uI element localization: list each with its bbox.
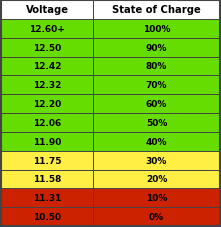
Bar	[93, 76, 220, 95]
Bar	[93, 132, 220, 151]
Bar	[1, 20, 93, 39]
Text: 12.60+: 12.60+	[29, 25, 65, 34]
Text: 10%: 10%	[146, 193, 167, 202]
Text: 70%: 70%	[146, 81, 167, 90]
Bar	[1, 76, 93, 95]
Bar	[1, 114, 93, 132]
Text: 10.50: 10.50	[33, 212, 61, 221]
Text: Voltage: Voltage	[25, 5, 69, 15]
Text: 50%: 50%	[146, 118, 167, 127]
Bar	[1, 207, 93, 226]
Bar	[1, 39, 93, 57]
Bar	[93, 170, 220, 188]
Text: 40%: 40%	[146, 137, 167, 146]
Bar	[93, 114, 220, 132]
Bar	[1, 151, 93, 170]
Bar	[93, 188, 220, 207]
Bar	[1, 57, 93, 76]
Text: 11.75: 11.75	[33, 156, 61, 165]
Bar	[93, 1, 220, 20]
Bar	[93, 151, 220, 170]
Text: 80%: 80%	[146, 62, 167, 71]
Bar	[93, 207, 220, 226]
Text: 0%: 0%	[149, 212, 164, 221]
Text: 12.20: 12.20	[33, 100, 61, 109]
Text: 12.06: 12.06	[33, 118, 61, 127]
Text: 90%: 90%	[146, 43, 167, 52]
Text: 60%: 60%	[146, 100, 167, 109]
Text: State of Charge: State of Charge	[112, 5, 201, 15]
Bar	[93, 39, 220, 57]
Bar	[1, 95, 93, 114]
Text: 20%: 20%	[146, 175, 167, 184]
Text: 12.42: 12.42	[33, 62, 61, 71]
Text: 100%: 100%	[143, 25, 170, 34]
Text: 30%: 30%	[146, 156, 167, 165]
Bar	[93, 20, 220, 39]
Text: 12.50: 12.50	[33, 43, 61, 52]
Bar	[93, 95, 220, 114]
Bar	[1, 132, 93, 151]
Text: 12.32: 12.32	[33, 81, 61, 90]
Bar	[93, 57, 220, 76]
Text: 11.90: 11.90	[33, 137, 61, 146]
Bar	[1, 170, 93, 188]
Bar	[1, 1, 93, 20]
Text: 11.31: 11.31	[33, 193, 61, 202]
Text: 11.58: 11.58	[33, 175, 61, 184]
Bar	[1, 188, 93, 207]
